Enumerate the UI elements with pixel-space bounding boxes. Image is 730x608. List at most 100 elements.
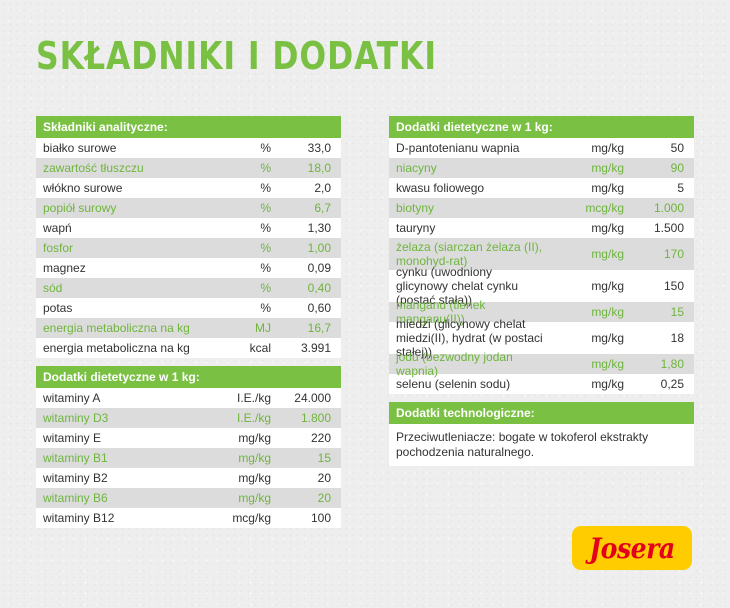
row-name: miedzi (glicynowy chelat miedzi(II), hyd…: [396, 317, 543, 359]
table-row: tauryny mg/kg 1.500: [389, 218, 694, 238]
analytic-table: Składniki analityczne: białko surowe% 33,…: [36, 116, 341, 358]
row-value: 150: [663, 279, 684, 293]
row-value: 20: [317, 491, 331, 505]
row-unit: mg/kg: [591, 161, 624, 175]
row-unit: mg/kg: [238, 471, 271, 485]
page-title: Składniki i Dodatki: [36, 34, 437, 78]
row-value: 16,7: [307, 321, 331, 335]
row-name: fosfor: [43, 241, 74, 255]
table-row: witaminy B1 mg/kg 15: [36, 448, 341, 468]
table-row: żelaza (siarczan żelaza (II), monohyd-ra…: [389, 238, 694, 270]
row-name: niacyny: [396, 161, 437, 175]
table-row: potas% 0,60: [36, 298, 341, 318]
dietary-right-rows: D-pantotenianu wapnia mg/kg 50 niacyny mg/kg…: [389, 138, 694, 394]
row-unit: MJ: [255, 321, 271, 335]
table-row: sód% 0,40: [36, 278, 341, 298]
row-name: kwasu foliowego: [396, 181, 485, 195]
table-row: jodu (bezwodny jodan wapnia) mg/kg 1,80: [389, 350, 694, 378]
row-unit: mg/kg: [591, 305, 624, 319]
table-row: biotyny mcg/kg 1.000: [389, 198, 694, 218]
table-row: popiół surowy% 6,7: [36, 198, 341, 218]
table-row: energia metaboliczna na kg kcal 3.991: [36, 338, 341, 358]
row-value: 2,0: [314, 181, 331, 195]
row-name: witaminy B2: [43, 471, 108, 485]
row-name: potas: [43, 301, 73, 315]
row-value: 1.500: [653, 221, 684, 235]
table-row: białko surowe% 33,0: [36, 138, 341, 158]
row-unit: kcal: [249, 341, 271, 355]
row-value: 100: [310, 511, 331, 525]
row-value: 0,60: [307, 301, 331, 315]
dietary-right-table-header: Dodatki dietetyczne w 1 kg:: [389, 116, 694, 138]
row-unit: mg/kg: [238, 491, 271, 505]
row-unit: %: [260, 161, 271, 175]
row-name: biotyny: [396, 201, 435, 215]
row-name: zawartość tłuszczu: [43, 161, 144, 175]
row-value: 170: [663, 247, 684, 261]
table-row: witaminy A I.E./kg 24.000: [36, 388, 341, 408]
row-value: 220: [310, 431, 331, 445]
row-value: 1.000: [653, 201, 684, 215]
table-row: witaminy B2 mg/kg 20: [36, 468, 341, 488]
row-value: 1,30: [307, 221, 331, 235]
row-name: sód: [43, 281, 63, 295]
row-name: energia metaboliczna na kg: [43, 321, 190, 335]
table-row: D-pantotenianu wapnia mg/kg 50: [389, 138, 694, 158]
row-unit: mg/kg: [591, 247, 624, 261]
analytic-table-header: Składniki analityczne:: [36, 116, 341, 138]
table-row: zawartość tłuszczu% 18,0: [36, 158, 341, 178]
row-name: D-pantotenianu wapnia: [396, 141, 520, 155]
row-unit: mg/kg: [238, 451, 271, 465]
row-value: 50: [670, 141, 684, 155]
row-name: magnez: [43, 261, 86, 275]
row-unit: %: [260, 141, 271, 155]
row-name: popiół surowy: [43, 201, 117, 215]
row-name: witaminy D3: [43, 411, 109, 425]
row-name: selenu (selenin sodu): [396, 377, 511, 391]
row-value: 3.991: [300, 341, 331, 355]
row-unit: %: [260, 221, 271, 235]
table-row: kwasu foliowego mg/kg 5: [389, 178, 694, 198]
row-name: witaminy B12: [43, 511, 115, 525]
row-value: 1,80: [660, 357, 684, 371]
row-value: 0,25: [660, 377, 684, 391]
table-row: witaminy B12 mcg/kg 100: [36, 508, 341, 528]
row-name: włókno surowe: [43, 181, 123, 195]
row-name: jodu (bezwodny jodan wapnia): [396, 350, 513, 378]
row-name: witaminy A: [43, 391, 101, 405]
table-row: miedzi (glicynowy chelat miedzi(II), hyd…: [389, 317, 694, 359]
technological-table: Dodatki technologiczne: Przeciwutleniacz…: [389, 402, 694, 466]
table-row: wapń% 1,30: [36, 218, 341, 238]
row-value: 18,0: [307, 161, 331, 175]
technological-note: Przeciwutleniacze: bogate w tokoferol ek…: [396, 430, 649, 459]
josera-logo: Josera: [572, 526, 692, 570]
table-row: energia metaboliczna na kg MJ 16,7: [36, 318, 341, 338]
row-name: witaminy B6: [43, 491, 108, 505]
row-value: 5: [677, 181, 684, 195]
row-name: białko surowe: [43, 141, 117, 155]
row-name: witaminy E: [43, 431, 102, 445]
row-value: 33,0: [307, 141, 331, 155]
row-unit: mg/kg: [591, 331, 624, 345]
analytic-rows: białko surowe% 33,0 zawartość tłuszczu% 18,…: [36, 138, 341, 358]
row-value: 20: [317, 471, 331, 485]
row-name: energia metaboliczna na kg: [43, 341, 190, 355]
dietary-left-rows: witaminy A I.E./kg 24.000 witaminy D3 I.E./k…: [36, 388, 341, 528]
row-unit: %: [260, 261, 271, 275]
dietary-left-table: Dodatki dietetyczne w 1 kg: witaminy A I.…: [36, 366, 341, 528]
table-row: magnez% 0,09: [36, 258, 341, 278]
row-unit: %: [260, 181, 271, 195]
row-unit: I.E./kg: [236, 391, 271, 405]
table-row: witaminy E mg/kg 220: [36, 428, 341, 448]
row-unit: mg/kg: [591, 279, 624, 293]
row-unit: mg/kg: [591, 181, 624, 195]
row-unit: %: [260, 241, 271, 255]
row-unit: I.E./kg: [236, 411, 271, 425]
dietary-left-table-header: Dodatki dietetyczne w 1 kg:: [36, 366, 341, 388]
row-value: 0,09: [307, 261, 331, 275]
row-value: 18: [670, 331, 684, 345]
row-value: 6,7: [314, 201, 331, 215]
table-row: niacyny mg/kg 90: [389, 158, 694, 178]
table-row: witaminy B6 mg/kg 20: [36, 488, 341, 508]
row-unit: mg/kg: [591, 221, 624, 235]
